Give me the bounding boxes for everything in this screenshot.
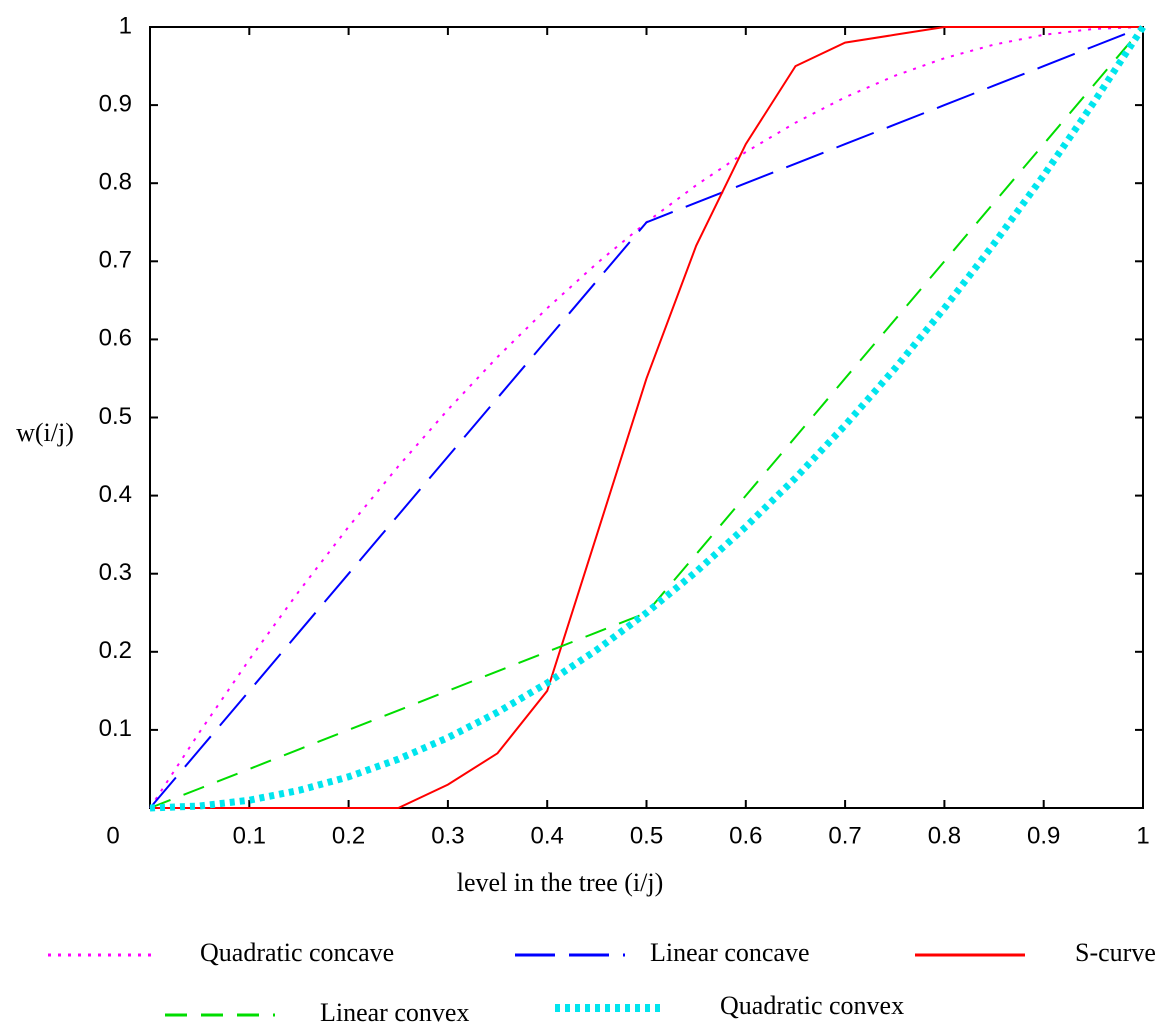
y-tick-label: 0.1 [99,715,132,742]
y-tick-label: 0.8 [99,169,132,196]
y-tick-label: 0.9 [99,90,132,117]
series-line [149,26,1144,809]
y-tick-label: 0.2 [99,637,132,664]
x-tick-label: 0.2 [332,822,365,849]
series-line [149,25,1146,812]
x-axis-label: level in the tree (i/j) [457,868,663,897]
legend-label: Quadratic concave [200,938,394,967]
x-tick-label: 0.3 [431,822,464,849]
x-tick-label: 0.6 [729,822,762,849]
series-line [149,26,1144,809]
x-tick-label: 0 [106,822,119,849]
legend-label: Quadratic convex [720,991,904,1020]
series-line [149,26,1144,809]
legend-label: S-curve [1075,938,1156,967]
y-tick-label: 0.3 [99,559,132,586]
x-tick-label: 1 [1136,822,1149,849]
x-tick-label: 0.5 [630,822,663,849]
x-tick-label: 0.7 [828,822,861,849]
x-tick-label: 0.8 [928,822,961,849]
y-tick-label: 1 [119,12,132,39]
y-axis-label: w(i/j) [16,418,74,447]
x-tick-label: 0.4 [531,822,564,849]
series-line [150,26,1143,809]
x-tick-label: 0.9 [1027,822,1060,849]
legend-label: Linear concave [650,938,810,967]
legend-label: Linear convex [320,998,469,1027]
y-tick-label: 0.7 [99,247,132,274]
y-tick-label: 0.6 [99,325,132,352]
y-tick-label: 0.4 [99,481,132,508]
y-tick-label: 0.5 [99,403,132,430]
x-tick-label: 0.1 [233,822,266,849]
plot-frame [149,26,1144,809]
